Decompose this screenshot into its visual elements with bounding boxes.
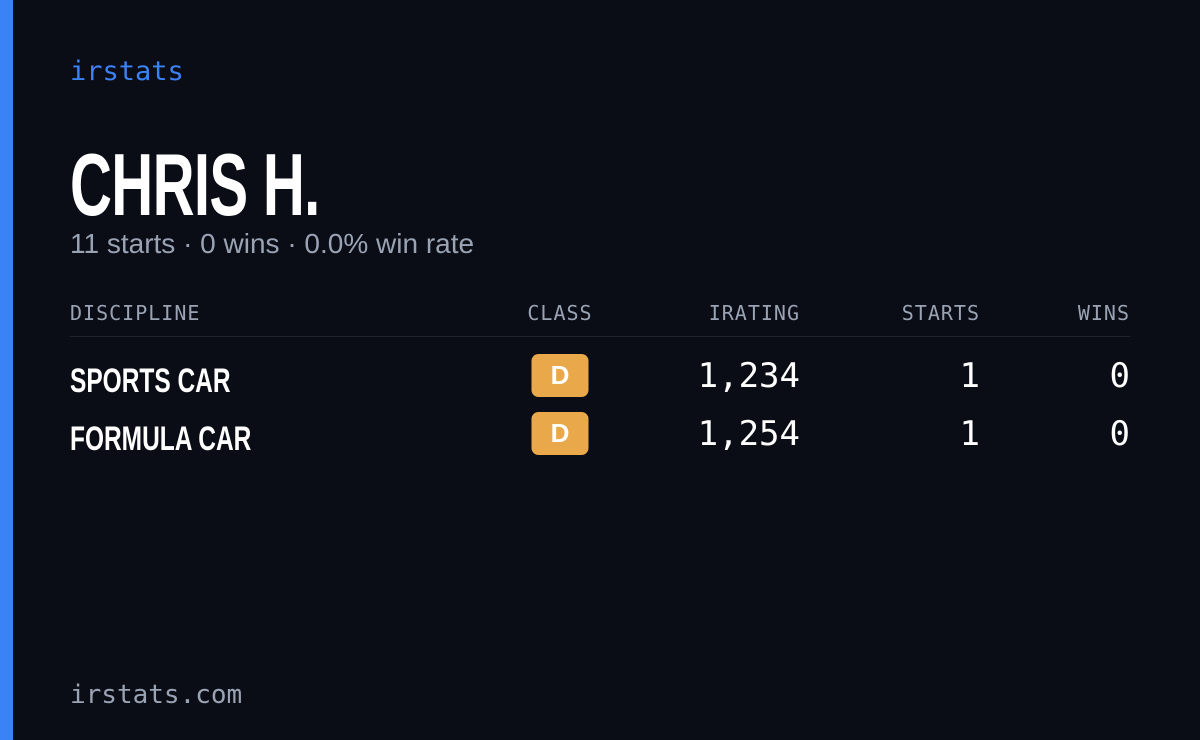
- irating: 1,234: [697, 356, 800, 396]
- wins: 0: [1109, 414, 1130, 454]
- footer: irstats.com: [70, 680, 243, 710]
- discipline: FORMULA CAR: [70, 420, 252, 458]
- column-header: WINS: [1077, 301, 1130, 325]
- driver-name: CHRIS H.: [70, 135, 320, 234]
- starts: 1: [959, 414, 980, 454]
- summary: 11 starts · 0 wins · 0.0% win rate: [70, 228, 475, 259]
- irating: 1,254: [697, 414, 800, 454]
- column-header: STARTS: [901, 301, 980, 325]
- header-rule: [70, 336, 1130, 337]
- column-header: IRATING: [708, 301, 800, 325]
- wins: 0: [1109, 356, 1130, 396]
- brand: irstats: [70, 56, 184, 87]
- class-badge: D: [531, 354, 589, 397]
- starts: 1: [959, 356, 980, 396]
- discipline: SPORTS CAR: [70, 362, 231, 400]
- column-header: DISCIPLINE: [70, 301, 201, 325]
- accent-bar: [0, 0, 13, 740]
- column-header: CLASS: [527, 301, 593, 325]
- class-badge: D: [531, 412, 589, 455]
